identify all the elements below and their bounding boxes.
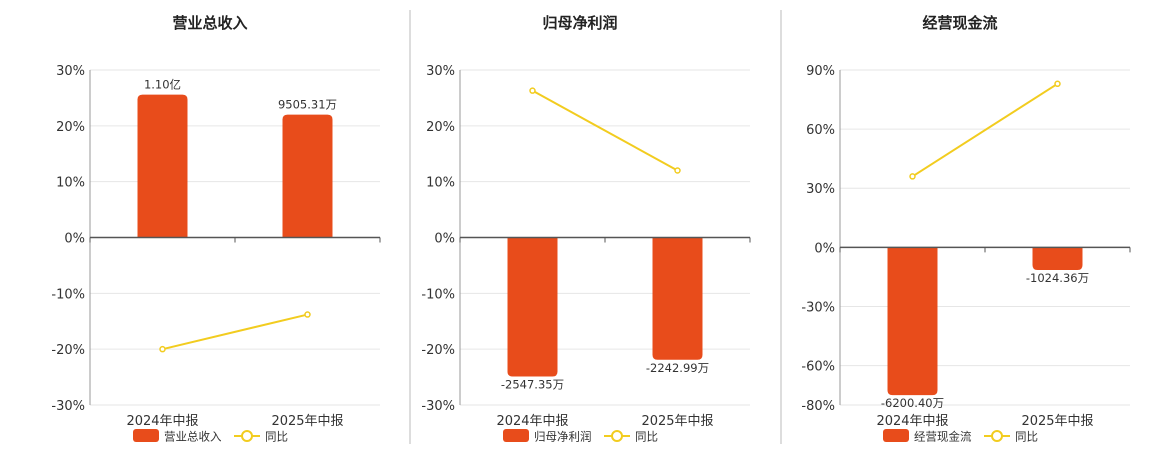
y-tick-label: 20% [426,120,455,135]
bar [1032,247,1083,271]
bar [887,247,938,396]
bar-value-label: -2242.99万 [646,361,709,375]
y-tick-label: 30% [56,64,85,79]
y-tick-label: 10% [56,176,85,191]
y-tick-label: 0% [434,232,455,247]
x-category-label: 2025年中报 [641,414,713,429]
legend-bar-swatch [883,429,909,442]
y-tick-label: -10% [421,287,455,302]
line-point [1054,80,1061,88]
bar-value-label: -6200.40万 [881,396,944,410]
y-tick-label: -30% [421,399,455,414]
line-point [304,311,311,318]
x-category-label: 2024年中报 [496,414,568,429]
y-tick-label: -80% [801,399,835,414]
y-tick-label: -20% [421,343,455,358]
legend-bar-swatch [133,429,159,442]
legend-bar-label: 营业总收入 [164,430,222,444]
y-tick-label: 30% [806,182,835,197]
line-series-yoy [911,82,1059,178]
bar [137,94,188,238]
bar [282,114,333,238]
legend-line-marker [241,430,253,442]
legend-line-label: 同比 [265,430,288,444]
y-tick-label: -30% [51,399,85,414]
bar-value-label: 1.10亿 [144,78,181,92]
legend-line-marker [991,430,1003,442]
x-category-label: 2024年中报 [876,414,948,429]
y-tick-label: 20% [56,120,85,135]
y-tick-label: 30% [426,64,455,79]
chart-panel-2: 归母净利润 30% 20% 10% 0% -10% -20% -30% -2547.35万 -22… [421,14,751,444]
line-point [909,173,916,180]
y-tick-label: -20% [51,343,85,358]
bar-value-label: -1024.36万 [1026,271,1089,285]
y-tick-label: 90% [806,64,835,79]
x-category-label: 2024年中报 [126,414,198,429]
y-tick-label: -10% [51,287,85,302]
bar [652,237,703,360]
legend-bar-label: 经营现金流 [914,430,972,444]
y-tick-label: 10% [426,176,455,191]
line-point [529,87,536,94]
y-tick-label: 60% [806,123,835,138]
legend-line-label: 同比 [1015,430,1038,444]
chart-title: 营业总收入 [172,14,247,32]
y-tick-label: 0% [64,232,85,247]
y-tick-label: 0% [814,241,835,256]
bar [507,237,558,377]
line-point [674,167,681,174]
legend-line-marker [611,430,623,442]
y-tick-label: -30% [801,300,835,315]
chart-panel-1: 营业总收入 30% 20% 10% 0% -10% -20% -30% 1.10亿 9505.31… [51,14,381,444]
chart-title: 经营现金流 [922,14,997,32]
bar-value-label: -2547.35万 [501,378,564,392]
legend-bar-label: 归母净利润 [534,430,592,444]
legend-bar-swatch [503,429,529,442]
legend-line-label: 同比 [635,430,658,444]
line-point [159,345,166,353]
x-category-label: 2025年中报 [271,414,343,429]
chart-panel-3: 经营现金流 90% 60% 30% 0% -30% -60% -80% -6200.40万 -10… [801,14,1131,444]
x-category-label: 2025年中报 [1021,414,1093,429]
y-tick-label: -60% [801,360,835,375]
line-series-yoy [532,89,678,172]
bar-value-label: 9505.31万 [278,98,337,112]
chart-title: 归母净利润 [542,14,617,32]
line-series-yoy [162,313,308,351]
